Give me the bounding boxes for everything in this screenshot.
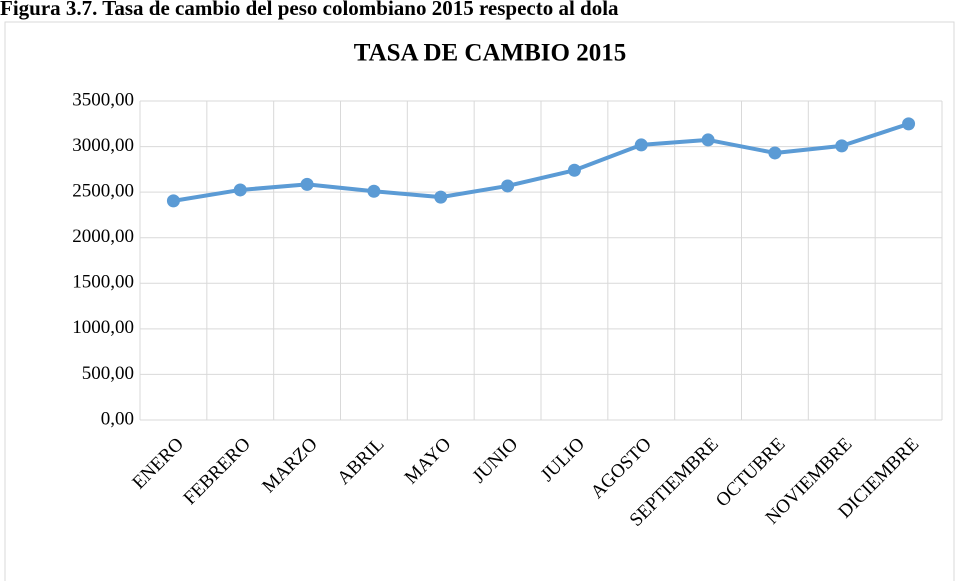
point — [367, 184, 381, 198]
caption: Figura 3.7. Tasa de cambio del peso colo… — [0, 0, 619, 20]
y-tick-label: 500,00 — [82, 363, 134, 384]
y-tick-label: 2000,00 — [72, 226, 134, 247]
point — [701, 133, 715, 147]
point — [567, 163, 581, 177]
y-tick-label: 2500,00 — [72, 181, 134, 202]
y-tick-label: 3500,00 — [72, 89, 134, 110]
y-tick-label: 1500,00 — [72, 272, 134, 293]
point — [233, 183, 247, 197]
chart-title: TASA DE CAMBIO 2015 — [354, 40, 627, 67]
point — [166, 194, 180, 208]
point — [835, 139, 849, 153]
series-line — [173, 121, 910, 203]
point — [501, 179, 515, 193]
y-tick-label: 3000,00 — [72, 135, 134, 156]
point — [768, 146, 782, 160]
point — [634, 138, 648, 152]
y-tick-label: 1000,00 — [72, 317, 134, 338]
point — [434, 190, 448, 204]
point — [300, 177, 314, 191]
y-tick-label: 0,00 — [101, 408, 134, 429]
point — [902, 117, 916, 131]
chart-frame — [4, 21, 955, 581]
